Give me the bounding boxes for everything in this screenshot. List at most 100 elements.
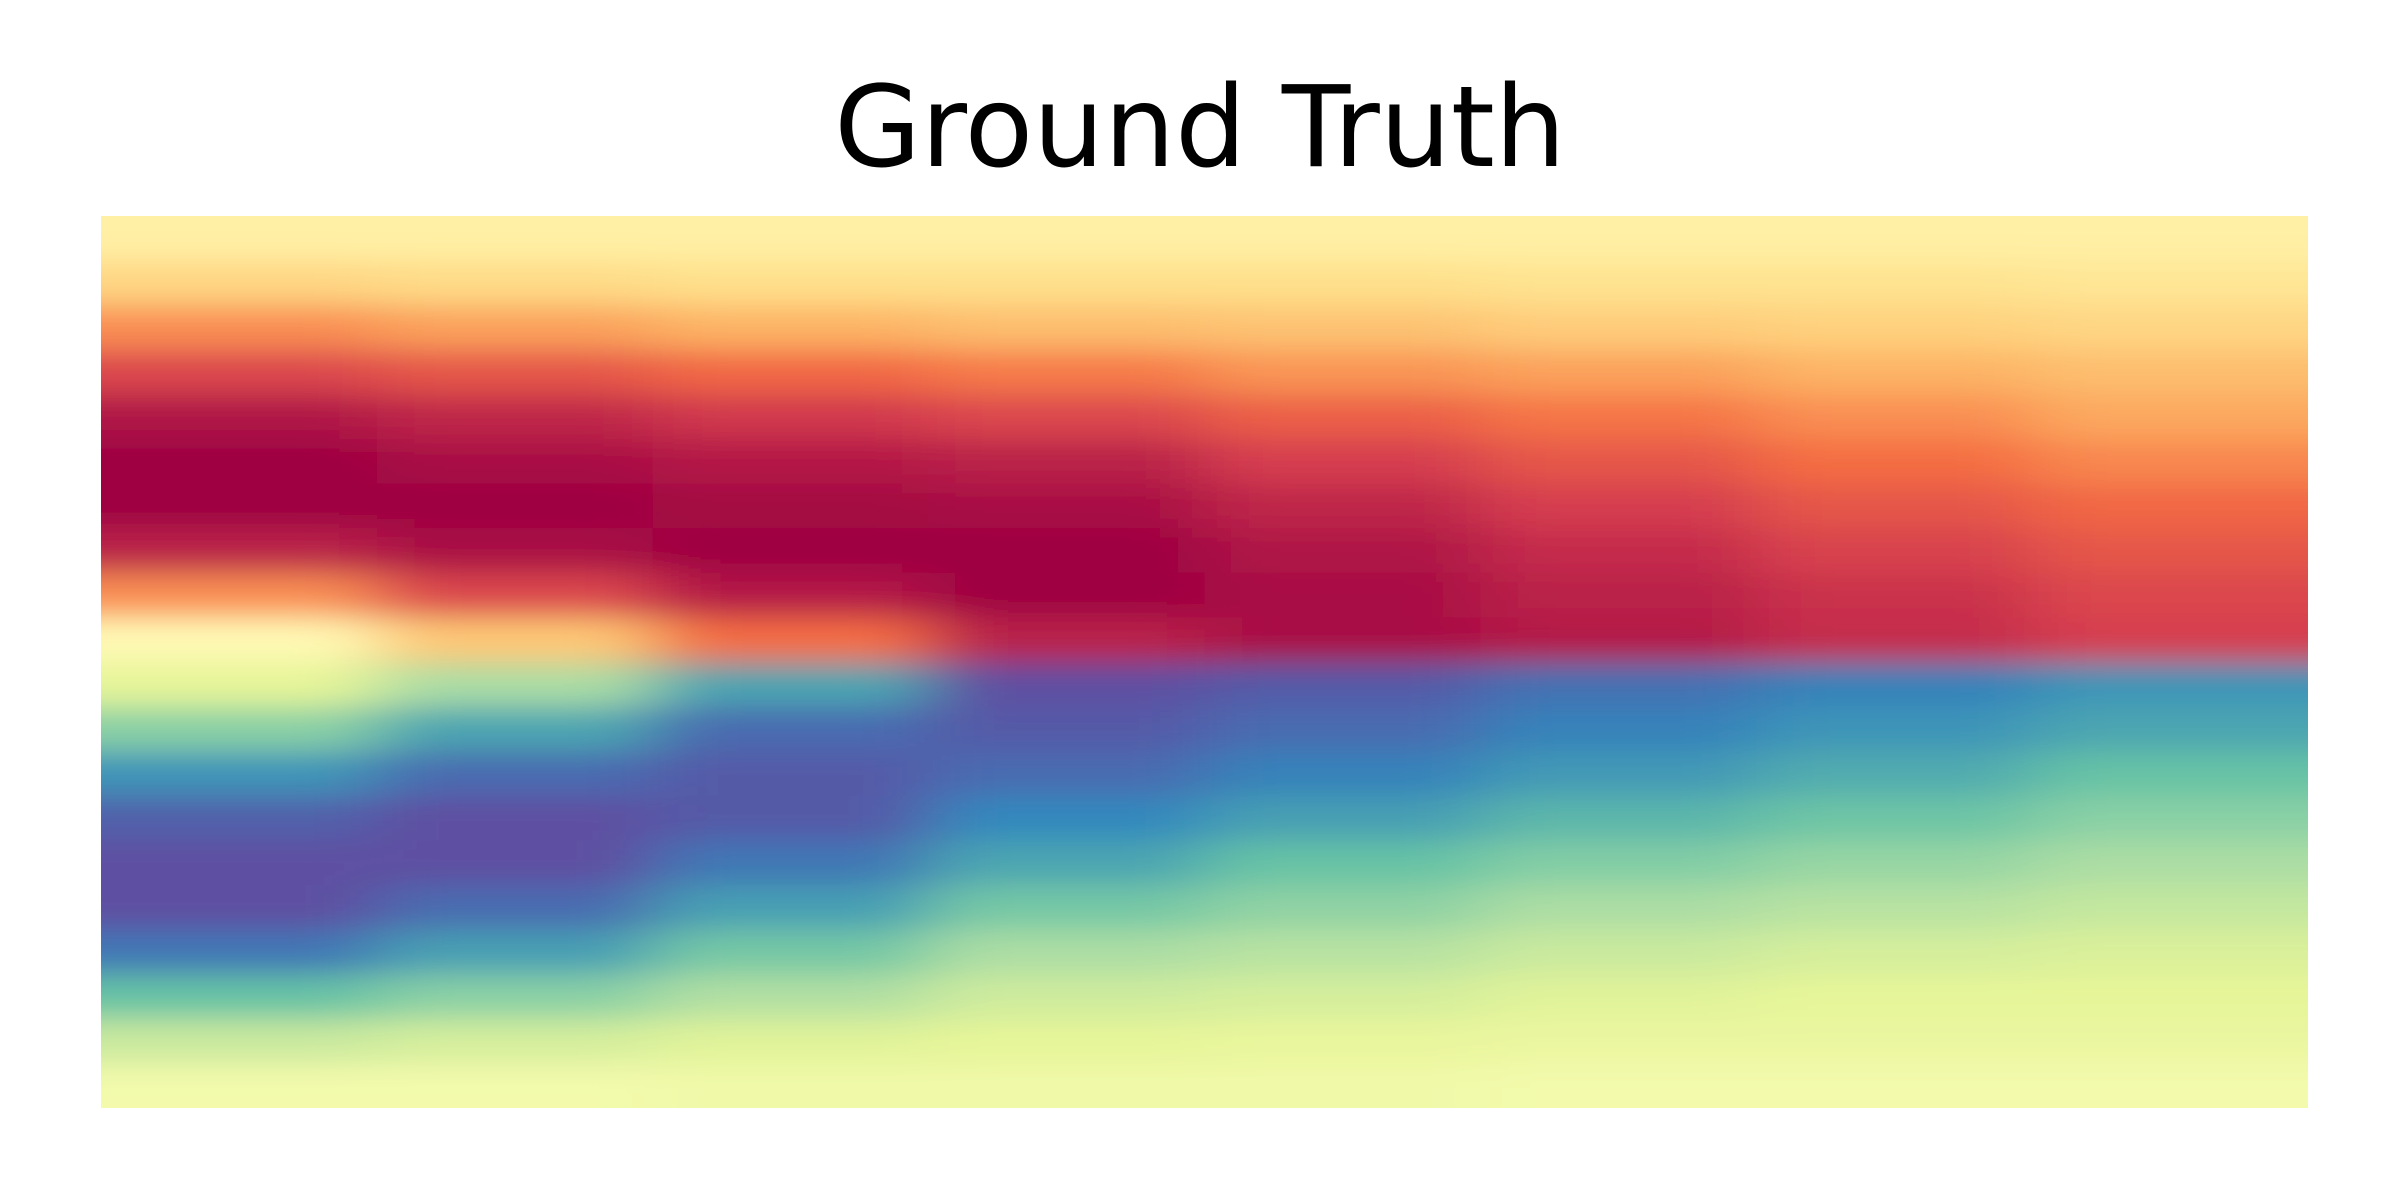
heatmap-cell bbox=[652, 1063, 930, 1108]
heatmap-cell bbox=[652, 572, 930, 618]
heatmap-cell bbox=[2032, 885, 2308, 931]
heatmap-cell bbox=[2032, 840, 2308, 886]
heatmap-cell bbox=[928, 572, 1205, 618]
heatmap-cell bbox=[1204, 974, 1481, 1020]
heatmap-cell bbox=[652, 528, 930, 574]
heatmap-cell bbox=[376, 260, 654, 306]
heatmap-cell bbox=[1204, 617, 1481, 663]
heatmap-cell bbox=[928, 528, 1205, 574]
heatmap-cell bbox=[101, 795, 378, 841]
heatmap-cell bbox=[652, 349, 930, 395]
heatmap-cell bbox=[101, 1063, 378, 1108]
heatmap-cell bbox=[928, 216, 1205, 262]
heatmap-cell bbox=[2032, 706, 2308, 752]
heatmap-cell bbox=[1480, 662, 1757, 708]
heatmap-cell bbox=[1204, 349, 1481, 395]
heatmap-cell bbox=[652, 617, 930, 663]
heatmap-cell bbox=[928, 394, 1205, 440]
heatmap-cell bbox=[101, 1018, 378, 1064]
heatmap-cell bbox=[1756, 974, 2033, 1020]
heatmap-cell bbox=[652, 216, 930, 262]
heatmap-cell bbox=[101, 929, 378, 975]
heatmap-cell bbox=[1204, 260, 1481, 306]
heatmap-cell bbox=[652, 439, 930, 485]
heatmap-cell bbox=[1204, 439, 1481, 485]
heatmap-cell bbox=[1480, 1018, 1757, 1064]
heatmap-cell bbox=[376, 1018, 654, 1064]
heatmap-cell bbox=[2032, 617, 2308, 663]
heatmap-cell bbox=[101, 840, 378, 886]
heatmap-cell bbox=[2032, 528, 2308, 574]
heatmap-cell bbox=[1480, 974, 1757, 1020]
heatmap-cell bbox=[376, 572, 654, 618]
heatmap-cell bbox=[1756, 929, 2033, 975]
heatmap-cell bbox=[376, 929, 654, 975]
heatmap-cell bbox=[376, 974, 654, 1020]
heatmap-cell bbox=[928, 617, 1205, 663]
heatmap-cell bbox=[652, 929, 930, 975]
heatmap-cell bbox=[376, 305, 654, 351]
plot-area bbox=[101, 216, 2308, 1108]
heatmap-cell bbox=[1480, 216, 1757, 262]
heatmap-cell bbox=[1204, 394, 1481, 440]
heatmap-cell bbox=[2032, 572, 2308, 618]
heatmap-cell bbox=[928, 305, 1205, 351]
heatmap-cell bbox=[652, 662, 930, 708]
heatmap-cell bbox=[376, 885, 654, 931]
heatmap-cell bbox=[928, 795, 1205, 841]
heatmap-cell bbox=[101, 617, 378, 663]
heatmap-cell bbox=[652, 974, 930, 1020]
heatmap-cell bbox=[101, 662, 378, 708]
heatmap-cell bbox=[376, 349, 654, 395]
heatmap-cell bbox=[928, 885, 1205, 931]
heatmap-cell bbox=[1480, 349, 1757, 395]
heatmap-cell bbox=[376, 617, 654, 663]
heatmap-cell bbox=[2032, 439, 2308, 485]
heatmap-cell bbox=[101, 439, 378, 485]
heatmap-cell bbox=[2032, 349, 2308, 395]
heatmap-cell bbox=[652, 885, 930, 931]
heatmap-cell bbox=[652, 260, 930, 306]
heatmap-cell bbox=[928, 260, 1205, 306]
heatmap-cell bbox=[1204, 216, 1481, 262]
heatmap-cell bbox=[2032, 216, 2308, 262]
heatmap-cell bbox=[1756, 394, 2033, 440]
heatmap-cell bbox=[1480, 572, 1757, 618]
heatmap-cell bbox=[1204, 528, 1481, 574]
heatmap-cell bbox=[1204, 840, 1481, 886]
heatmap-cell bbox=[1204, 1018, 1481, 1064]
heatmap-cell bbox=[1204, 751, 1481, 797]
heatmap-cell bbox=[1756, 1063, 2033, 1108]
heatmap-cell bbox=[2032, 795, 2308, 841]
heatmap-cell bbox=[1480, 929, 1757, 975]
heatmap-cell bbox=[376, 1063, 654, 1108]
heatmap-cell bbox=[376, 751, 654, 797]
heatmap-cell bbox=[101, 572, 378, 618]
heatmap-cell bbox=[2032, 305, 2308, 351]
heatmap-cell bbox=[1480, 528, 1757, 574]
heatmap-cell bbox=[2032, 260, 2308, 306]
heatmap-cell bbox=[652, 1018, 930, 1064]
heatmap-cell bbox=[652, 305, 930, 351]
heatmap-cell bbox=[1480, 305, 1757, 351]
heatmap-cell bbox=[2032, 1063, 2308, 1108]
heatmap-cell bbox=[928, 706, 1205, 752]
heatmap-cell bbox=[1204, 305, 1481, 351]
heatmap-cell bbox=[101, 974, 378, 1020]
heatmap-cell bbox=[1756, 349, 2033, 395]
heatmap-cell bbox=[1756, 662, 2033, 708]
heatmap-cell bbox=[652, 483, 930, 529]
heatmap-cell bbox=[1204, 706, 1481, 752]
heatmap-cell bbox=[376, 439, 654, 485]
heatmap-cell bbox=[1756, 572, 2033, 618]
heatmap-cell bbox=[1756, 439, 2033, 485]
heatmap-cell bbox=[1480, 617, 1757, 663]
heatmap-cell bbox=[928, 751, 1205, 797]
heatmap-cell bbox=[1480, 439, 1757, 485]
heatmap-cell bbox=[376, 483, 654, 529]
heatmap-cell bbox=[1756, 305, 2033, 351]
heatmap-cell bbox=[1480, 840, 1757, 886]
heatmap-cell bbox=[928, 662, 1205, 708]
